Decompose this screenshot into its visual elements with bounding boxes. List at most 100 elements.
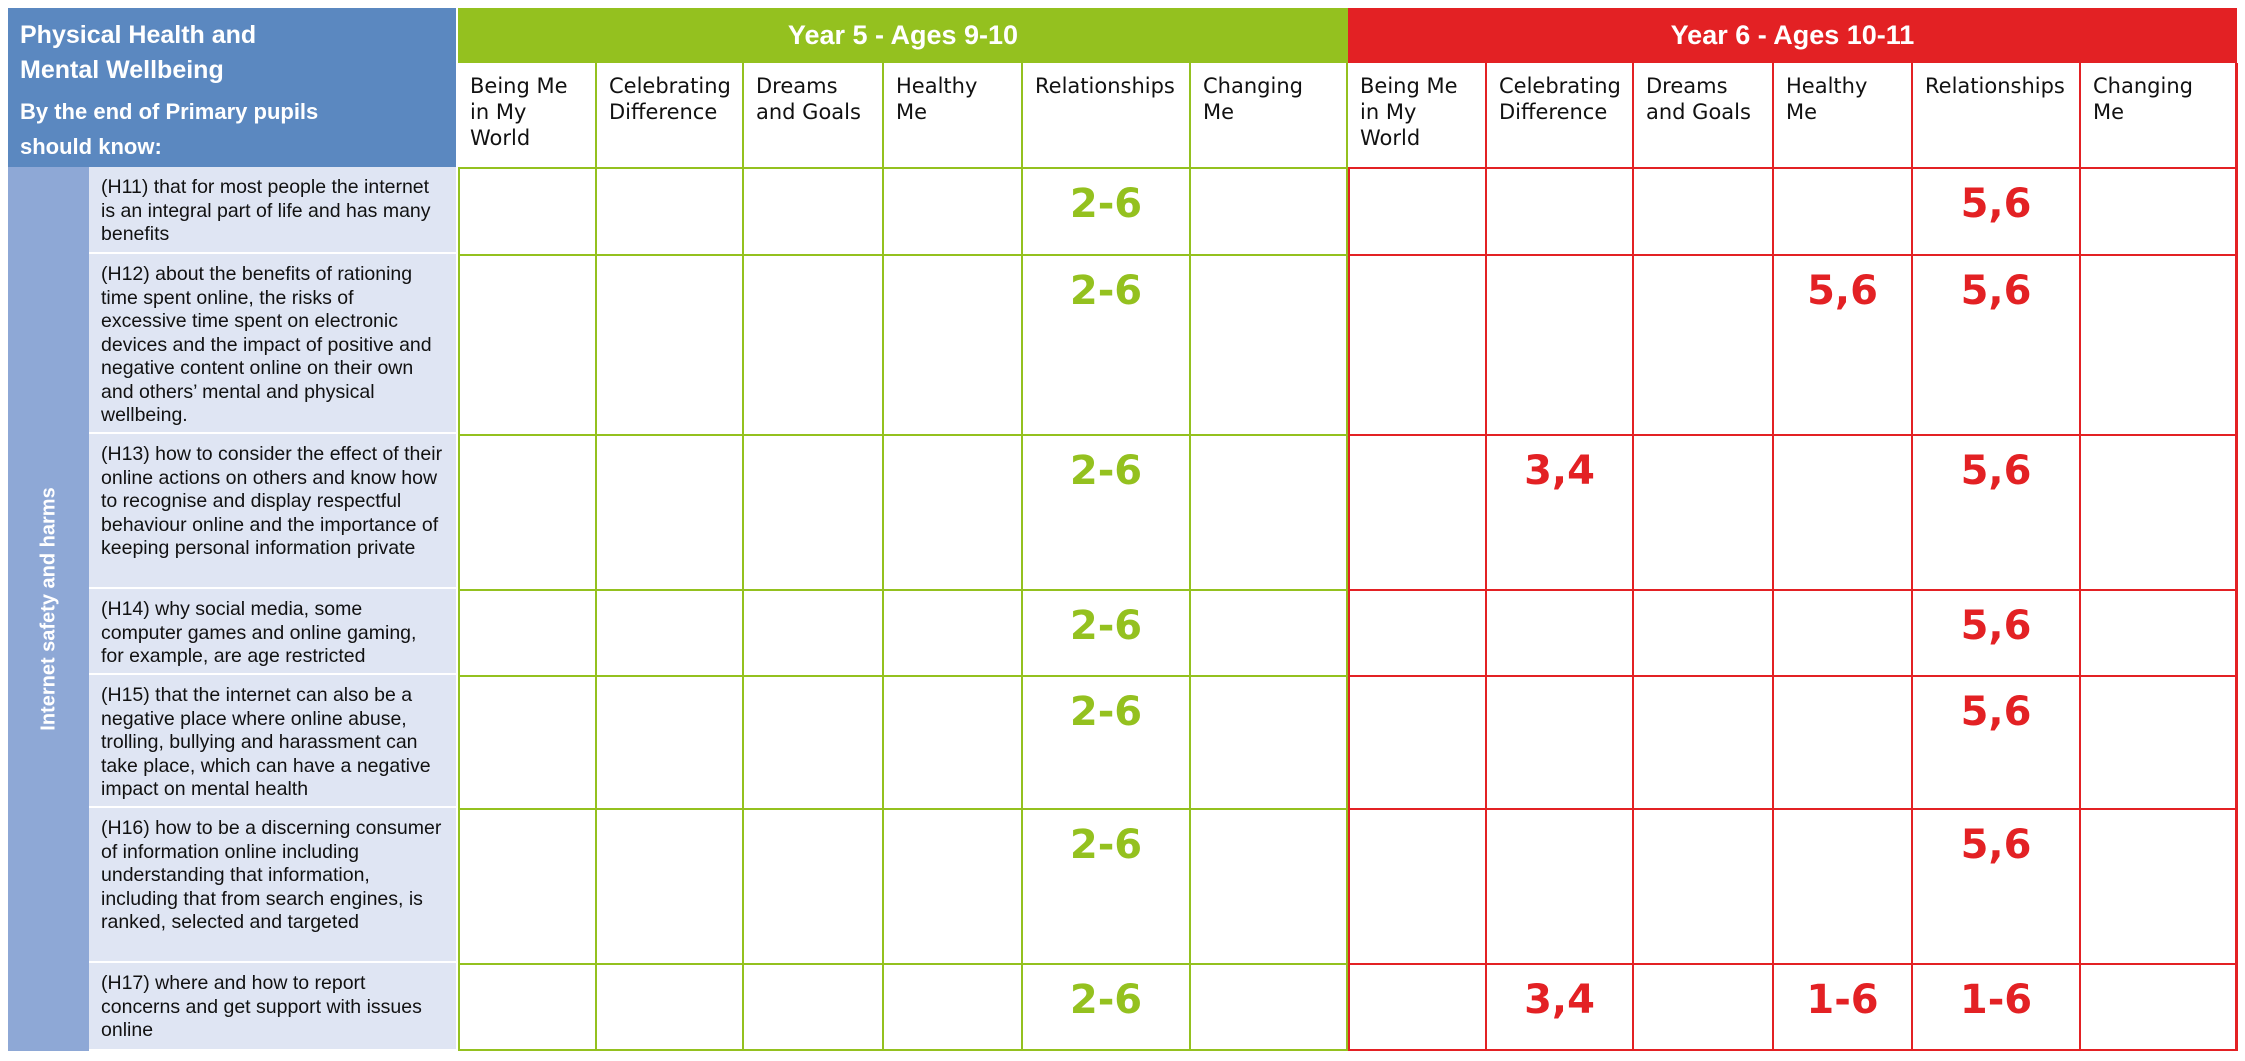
col-header-y6-changing-me: Changing Me [2081,63,2238,167]
cell-y5-dreams-and-goals-row6 [744,808,884,963]
cell-y6-healthy-me-row1 [1774,167,1913,254]
title-panel: Physical Health and Mental Wellbeing By … [8,8,456,167]
col-header-y5-relationships: Relationships [1023,63,1191,167]
cell-y5-dreams-and-goals-row7 [744,963,884,1051]
cell-y5-celebrating-difference-row3 [597,434,744,589]
col-header-y6-dreams-and-goals: Dreams and Goals [1634,63,1774,167]
outcome-h13: (H13) how to consider the effect of thei… [89,434,456,589]
cell-y5-changing-me-row7 [1191,963,1348,1051]
cell-y6-being-me-in-my-world-row7 [1348,963,1487,1051]
cell-y6-relationships-row2: 5,6 [1913,254,2081,434]
cell-y5-relationships-row5: 2-6 [1023,675,1191,808]
outcome-h15: (H15) that the internet can also be a ne… [89,675,456,808]
cell-y5-celebrating-difference-row2 [597,254,744,434]
strand-bar: Internet safety and harms [8,167,89,1051]
year-6-bottom-rule [1348,1049,2237,1051]
cell-y6-being-me-in-my-world-row6 [1348,808,1487,963]
cell-y6-being-me-in-my-world-row1 [1348,167,1487,254]
cell-y5-celebrating-difference-row4 [597,589,744,675]
cell-y5-relationships-row4: 2-6 [1023,589,1191,675]
cell-y6-healthy-me-row5 [1774,675,1913,808]
col-header-y6-relationships: Relationships [1913,63,2081,167]
cell-y5-being-me-in-my-world-row4 [458,589,597,675]
col-header-y5-healthy-me: Healthy Me [884,63,1023,167]
cell-y6-relationships-row4: 5,6 [1913,589,2081,675]
cell-y6-dreams-and-goals-row6 [1634,808,1774,963]
outcome-h11: (H11) that for most people the internet … [89,167,456,254]
cell-y6-dreams-and-goals-row4 [1634,589,1774,675]
col-header-y6-celebrating-difference: Celebrating Difference [1487,63,1634,167]
cell-y5-changing-me-row6 [1191,808,1348,963]
cell-y6-celebrating-difference-row6 [1487,808,1634,963]
cell-y5-relationships-row1: 2-6 [1023,167,1191,254]
cell-y5-healthy-me-row5 [884,675,1023,808]
cell-y6-celebrating-difference-row7: 3,4 [1487,963,1634,1051]
cell-y6-changing-me-row3 [2081,434,2238,589]
cell-y5-being-me-in-my-world-row2 [458,254,597,434]
cell-y5-being-me-in-my-world-row3 [458,434,597,589]
cell-y5-changing-me-row3 [1191,434,1348,589]
cell-y6-celebrating-difference-row3: 3,4 [1487,434,1634,589]
outcome-h12: (H12) about the benefits of rationing ti… [89,254,456,434]
cell-y5-changing-me-row1 [1191,167,1348,254]
cell-y5-relationships-row7: 2-6 [1023,963,1191,1051]
cell-y5-celebrating-difference-row1 [597,167,744,254]
cell-y6-relationships-row6: 5,6 [1913,808,2081,963]
cell-y5-changing-me-row4 [1191,589,1348,675]
cell-y6-changing-me-row2 [2081,254,2238,434]
cell-y6-changing-me-row5 [2081,675,2238,808]
cell-y6-healthy-me-row4 [1774,589,1913,675]
cell-y6-dreams-and-goals-row7 [1634,963,1774,1051]
year-6-right-rule [2235,63,2237,1051]
cell-y6-changing-me-row1 [2081,167,2238,254]
cell-y5-celebrating-difference-row5 [597,675,744,808]
cell-y6-being-me-in-my-world-row3 [1348,434,1487,589]
col-header-y5-being-me-in-my-world: Being Me in My World [458,63,597,167]
col-header-y6-healthy-me: Healthy Me [1774,63,1913,167]
cell-y6-changing-me-row4 [2081,589,2238,675]
cell-y6-relationships-row1: 5,6 [1913,167,2081,254]
cell-y6-healthy-me-row7: 1-6 [1774,963,1913,1051]
cell-y5-relationships-row2: 2-6 [1023,254,1191,434]
cell-y6-healthy-me-row6 [1774,808,1913,963]
page-title: Physical Health and Mental Wellbeing [20,21,257,84]
year-6-header: Year 6 - Ages 10-11 [1348,8,2237,63]
col-header-y5-celebrating-difference: Celebrating Difference [597,63,744,167]
cell-y5-changing-me-row5 [1191,675,1348,808]
cell-y6-healthy-me-row3 [1774,434,1913,589]
year-5-header: Year 5 - Ages 9-10 [458,8,1348,63]
cell-y6-celebrating-difference-row1 [1487,167,1634,254]
cell-y5-celebrating-difference-row6 [597,808,744,963]
outcome-h17: (H17) where and how to report concerns a… [89,963,456,1051]
cell-y5-relationships-row3: 2-6 [1023,434,1191,589]
cell-y5-relationships-row6: 2-6 [1023,808,1191,963]
cell-y6-dreams-and-goals-row3 [1634,434,1774,589]
cell-y5-being-me-in-my-world-row5 [458,675,597,808]
cell-y5-dreams-and-goals-row5 [744,675,884,808]
cell-y6-dreams-and-goals-row1 [1634,167,1774,254]
cell-y6-changing-me-row6 [2081,808,2238,963]
cell-y5-healthy-me-row6 [884,808,1023,963]
outcome-h16: (H16) how to be a discerning consumer of… [89,808,456,963]
strand-label: Internet safety and harms [37,487,59,731]
cell-y5-healthy-me-row2 [884,254,1023,434]
cell-y5-dreams-and-goals-row3 [744,434,884,589]
cell-y6-changing-me-row7 [2081,963,2238,1051]
cell-y5-celebrating-difference-row7 [597,963,744,1051]
cell-y6-being-me-in-my-world-row5 [1348,675,1487,808]
page-subtitle: By the end of Primary pupils should know… [20,99,319,159]
cell-y5-being-me-in-my-world-row1 [458,167,597,254]
year-5-bottom-rule [458,1049,1348,1051]
cell-y6-relationships-row5: 5,6 [1913,675,2081,808]
cell-y6-dreams-and-goals-row5 [1634,675,1774,808]
cell-y5-being-me-in-my-world-row7 [458,963,597,1051]
cell-y5-dreams-and-goals-row1 [744,167,884,254]
cell-y5-changing-me-row2 [1191,254,1348,434]
cell-y5-healthy-me-row4 [884,589,1023,675]
cell-y6-relationships-row7: 1-6 [1913,963,2081,1051]
cell-y6-celebrating-difference-row5 [1487,675,1634,808]
cell-y5-healthy-me-row3 [884,434,1023,589]
cell-y6-celebrating-difference-row2 [1487,254,1634,434]
cell-y5-dreams-and-goals-row2 [744,254,884,434]
